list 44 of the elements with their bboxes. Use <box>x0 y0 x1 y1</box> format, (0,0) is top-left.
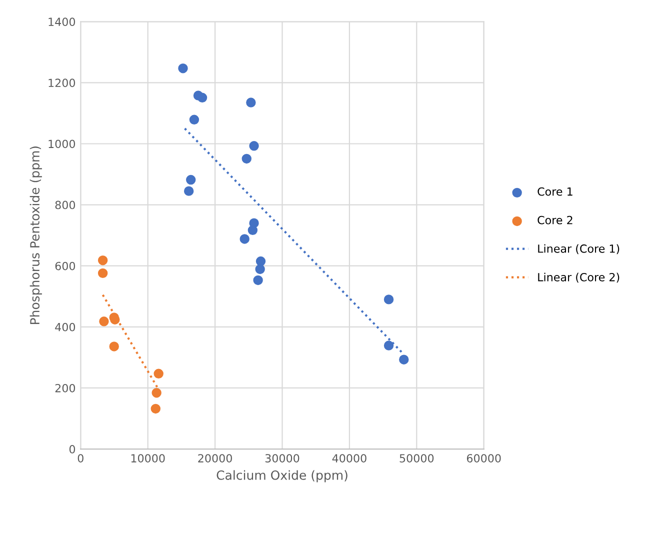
point <box>253 275 263 286</box>
y-tick-label: 1200 <box>48 78 76 88</box>
point <box>384 340 394 350</box>
point <box>189 114 200 124</box>
x-tick-label: 50000 <box>400 454 434 462</box>
point <box>152 388 162 398</box>
y-tick-label: 800 <box>55 200 76 210</box>
x-axis-title: Calcium Oxide (ppm) <box>216 470 348 482</box>
point <box>99 316 109 326</box>
point <box>197 92 208 103</box>
y-tick-label: 0 <box>69 445 76 454</box>
point <box>384 294 394 304</box>
x-tick-label: 10000 <box>131 454 165 462</box>
point <box>98 268 108 278</box>
legend-label: Linear (Core 1) <box>538 244 620 254</box>
point <box>186 174 196 185</box>
point <box>154 368 164 378</box>
point <box>109 342 119 352</box>
y-tick-label: 600 <box>55 262 76 270</box>
point <box>178 63 188 74</box>
point <box>249 141 259 151</box>
point <box>255 264 265 274</box>
y-tick-label: 400 <box>55 322 76 332</box>
y-tick-label: 1400 <box>48 18 76 26</box>
point <box>256 256 266 266</box>
point <box>242 154 252 164</box>
y-tick-label: 200 <box>55 384 76 392</box>
point <box>246 98 256 108</box>
point <box>184 186 194 196</box>
point <box>150 404 160 414</box>
y-tick-label: 1000 <box>48 140 76 148</box>
point <box>98 256 108 266</box>
point <box>399 354 409 364</box>
x-tick-label: 20000 <box>198 454 232 462</box>
x-tick-label: 60000 <box>466 454 501 462</box>
x-tick-label: 0 <box>78 454 84 462</box>
legend-label: Core 2 <box>538 216 572 224</box>
x-tick-label: 40000 <box>332 454 366 462</box>
point <box>248 225 258 236</box>
legend-label: Core 1 <box>538 187 572 196</box>
legend-label: Linear (Core 2) <box>538 272 620 283</box>
y-axis-title: Phosphorus Pentoxide (ppm) <box>30 146 42 324</box>
x-tick-label: 30000 <box>265 454 300 462</box>
point <box>240 234 250 244</box>
